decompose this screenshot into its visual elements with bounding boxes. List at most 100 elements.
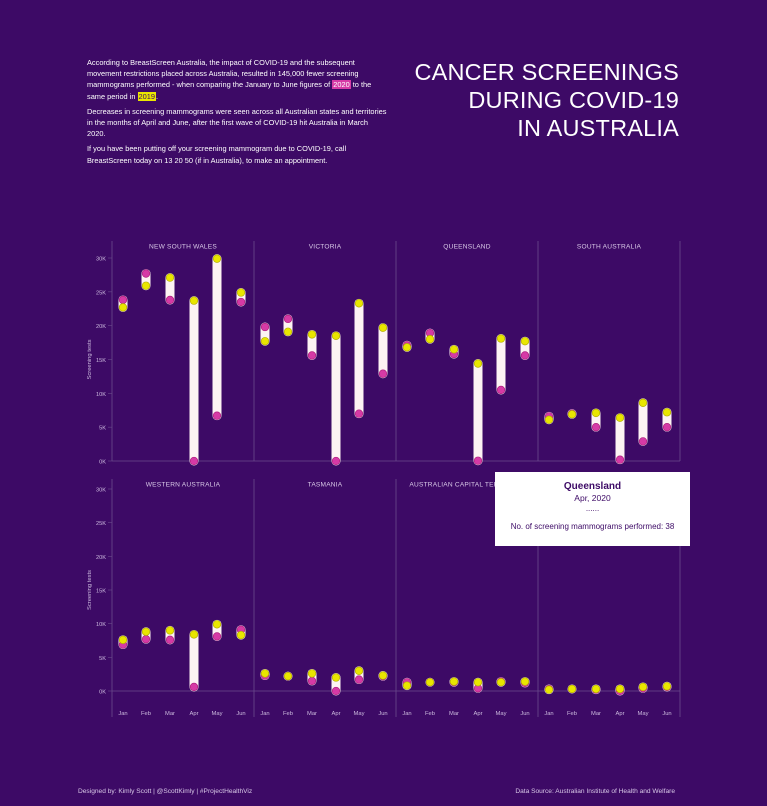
x-tick-label: Apr — [615, 711, 624, 717]
range-bar — [212, 254, 222, 421]
tooltip: Queensland Apr, 2020 ...... No. of scree… — [495, 472, 690, 546]
x-tick-label: Mar — [165, 711, 175, 717]
title-line-1: CANCER SCREENINGS — [414, 59, 679, 85]
y-tick-label: 5K — [99, 656, 106, 662]
point-2019 — [520, 677, 530, 686]
data-source: Data Source: Australian Institute of Hea… — [515, 788, 675, 795]
point-2019 — [591, 684, 601, 694]
point-2020 — [189, 456, 199, 466]
point-2019 — [425, 678, 435, 687]
y-tick-label: 15K — [96, 589, 106, 595]
point-2020 — [118, 295, 128, 305]
point-2020 — [189, 682, 199, 692]
panel-title: AUSTRALIAN CAPITAL TERRITORY — [409, 482, 525, 489]
point-2019 — [283, 327, 293, 336]
point-2019 — [638, 398, 648, 407]
year-2019-highlight: 2019 — [137, 91, 156, 101]
point-2019 — [236, 288, 246, 297]
year-2020-highlight: 2020 — [332, 80, 351, 90]
x-tick-label: Jan — [544, 711, 553, 717]
point-2019 — [615, 684, 625, 694]
point-2020 — [615, 455, 625, 464]
point-2019 — [496, 334, 506, 343]
point-2019 — [283, 672, 293, 681]
x-tick-label: Feb — [283, 711, 293, 717]
point-2019 — [638, 682, 648, 692]
title-line-3: IN AUSTRALIA — [517, 115, 679, 141]
intro-text: According to BreastScreen Australia, the… — [87, 57, 387, 170]
x-tick-label: May — [354, 711, 365, 717]
point-2020 — [638, 437, 648, 446]
point-2019 — [662, 682, 672, 691]
point-2020 — [165, 295, 175, 305]
point-2020 — [283, 314, 293, 324]
y-tick-label: 10K — [96, 392, 106, 398]
point-2019 — [402, 681, 412, 690]
intro-paragraph-1: According to BreastScreen Australia, the… — [87, 58, 372, 101]
y-axis-label: Screening tests — [87, 339, 93, 379]
y-axis-label: Screening tests — [87, 570, 93, 610]
point-2020 — [165, 635, 175, 644]
range-bar — [638, 398, 648, 446]
point-2020 — [473, 456, 483, 465]
point-2019 — [189, 630, 199, 639]
panel-title: TASMANIA — [308, 482, 343, 489]
x-tick-label: Jun — [662, 711, 671, 717]
point-2019 — [260, 669, 270, 678]
x-tick-label: Feb — [567, 711, 577, 717]
point-2020 — [520, 351, 530, 360]
x-tick-label: Jan — [260, 711, 269, 717]
point-2019 — [165, 273, 175, 282]
tooltip-value: No. of screening mammograms performed: 3… — [510, 522, 675, 531]
point-2020 — [591, 423, 601, 432]
title-line-2: DURING COVID-19 — [468, 87, 679, 113]
point-2020 — [307, 351, 317, 360]
point-2020 — [331, 456, 341, 466]
x-tick-label: Mar — [591, 711, 601, 717]
point-2019 — [354, 666, 364, 675]
range-bar — [496, 334, 506, 395]
y-tick-label: 30K — [96, 488, 106, 494]
range-bar — [378, 323, 388, 379]
point-2019 — [378, 671, 388, 680]
x-tick-label: Apr — [473, 711, 482, 717]
point-2019 — [615, 413, 625, 422]
x-tick-label: Jun — [236, 711, 245, 717]
x-tick-label: May — [638, 711, 649, 717]
point-2019 — [520, 337, 530, 346]
point-2020 — [354, 409, 364, 418]
point-2019 — [165, 626, 175, 635]
y-tick-label: 25K — [96, 521, 106, 527]
point-2020 — [307, 676, 317, 686]
tooltip-divider: ...... — [585, 504, 600, 513]
x-tick-label: Jan — [118, 711, 127, 717]
tooltip-state: Queensland — [563, 481, 622, 492]
x-tick-label: Jun — [520, 711, 529, 717]
point-2019 — [331, 331, 341, 340]
point-2019 — [236, 630, 246, 640]
range-bar — [615, 413, 625, 465]
point-2020 — [212, 632, 222, 641]
page-title: CANCER SCREENINGS DURING COVID-19 IN AUS… — [349, 58, 679, 142]
point-2019 — [212, 620, 222, 629]
x-tick-label: Jan — [402, 711, 411, 717]
point-2020 — [212, 411, 222, 420]
point-2019 — [473, 359, 483, 368]
range-bar — [354, 298, 364, 419]
point-2019 — [118, 303, 128, 312]
point-2019 — [591, 408, 601, 418]
designer-credit: Designed by: Kimly Scott | @ScottKimly |… — [78, 788, 253, 795]
y-tick-label: 20K — [96, 555, 106, 561]
x-tick-label: Apr — [189, 711, 198, 717]
point-2019 — [141, 281, 151, 290]
range-bar — [189, 296, 199, 466]
point-2019 — [567, 684, 577, 694]
point-2019 — [662, 408, 672, 417]
point-2019 — [378, 323, 388, 332]
x-tick-label: Mar — [307, 711, 317, 717]
point-2020 — [331, 686, 341, 696]
point-2019 — [544, 415, 554, 424]
point-2019 — [141, 627, 151, 636]
intro-paragraph-3: If you have been putting off your screen… — [87, 144, 347, 165]
